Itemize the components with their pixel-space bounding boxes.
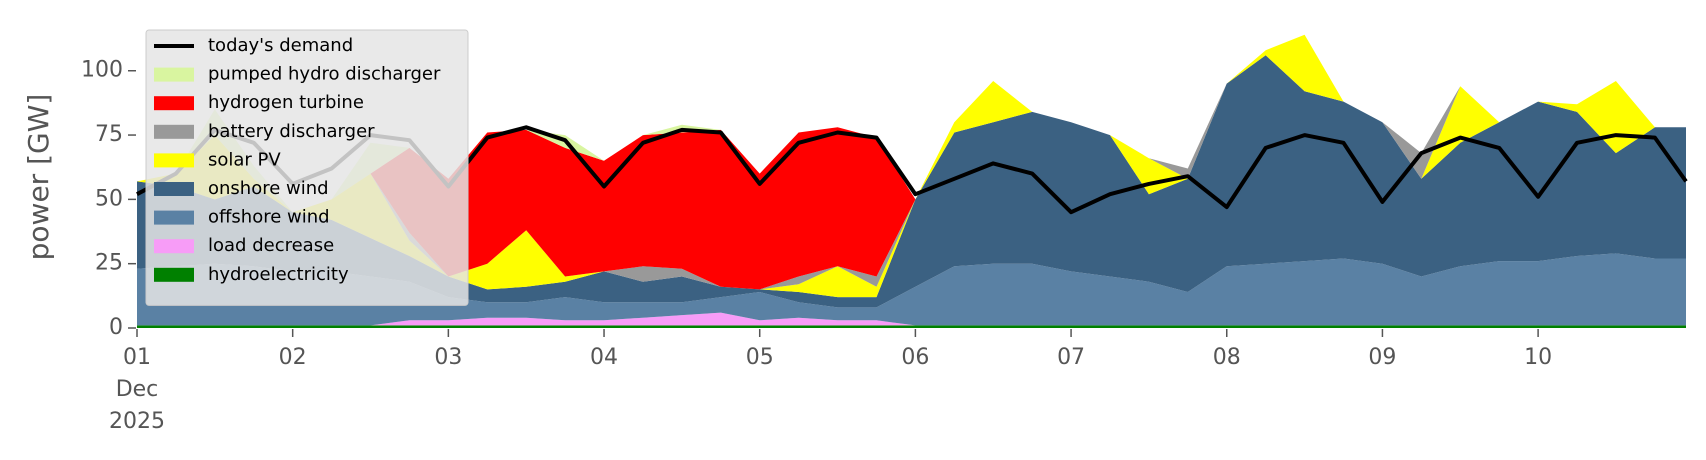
area	[137, 34, 1686, 290]
legend-swatch	[154, 124, 194, 139]
x-tick-label: 03	[434, 345, 462, 370]
y-axis-label: power [GW]	[22, 94, 55, 261]
x-tick-label: 06	[901, 345, 929, 370]
x-tick-label: 09	[1368, 345, 1396, 370]
legend-label: onshore wind	[208, 178, 329, 199]
legend-label: pumped hydro discharger	[208, 64, 441, 85]
x-tick-label: 08	[1213, 345, 1241, 370]
x-tick-label: 04	[590, 345, 618, 370]
y-tick-label: 100	[81, 58, 123, 83]
x-tick-label: 07	[1057, 345, 1085, 370]
y-tick-label: 50	[95, 186, 123, 211]
x-tick-label: 02	[279, 345, 307, 370]
area	[137, 253, 1686, 326]
legend-label: solar PV	[208, 149, 281, 170]
area	[137, 312, 1686, 326]
y-tick-label: 75	[95, 122, 123, 147]
legend-swatch	[154, 153, 194, 168]
x-tick-label: 10	[1524, 345, 1552, 370]
legend-label: hydroelectricity	[208, 264, 349, 285]
legend-box	[145, 29, 469, 306]
y-tick-label: 25	[95, 251, 123, 276]
x-tick-label: 01 Dec 2025	[109, 345, 165, 434]
legend-label: hydrogen turbine	[208, 92, 364, 113]
legend-swatch	[154, 182, 194, 196]
legend-swatch	[154, 267, 194, 282]
area	[137, 325, 1686, 328]
x-tick-label: 05	[746, 345, 774, 370]
legend-label: today's demand	[208, 35, 353, 56]
area	[137, 55, 1686, 308]
legend-swatch	[154, 239, 194, 254]
legend-swatch	[154, 67, 194, 82]
legend-label: offshore wind	[208, 207, 330, 228]
legend-label: battery discharger	[208, 121, 375, 142]
y-tick-label: 0	[109, 315, 123, 340]
legend: today's demand pumped hydro discharger hyd…	[145, 29, 469, 306]
legend-swatch	[154, 96, 194, 111]
legend-swatch	[154, 210, 194, 225]
legend-label: load decrease	[208, 235, 334, 256]
